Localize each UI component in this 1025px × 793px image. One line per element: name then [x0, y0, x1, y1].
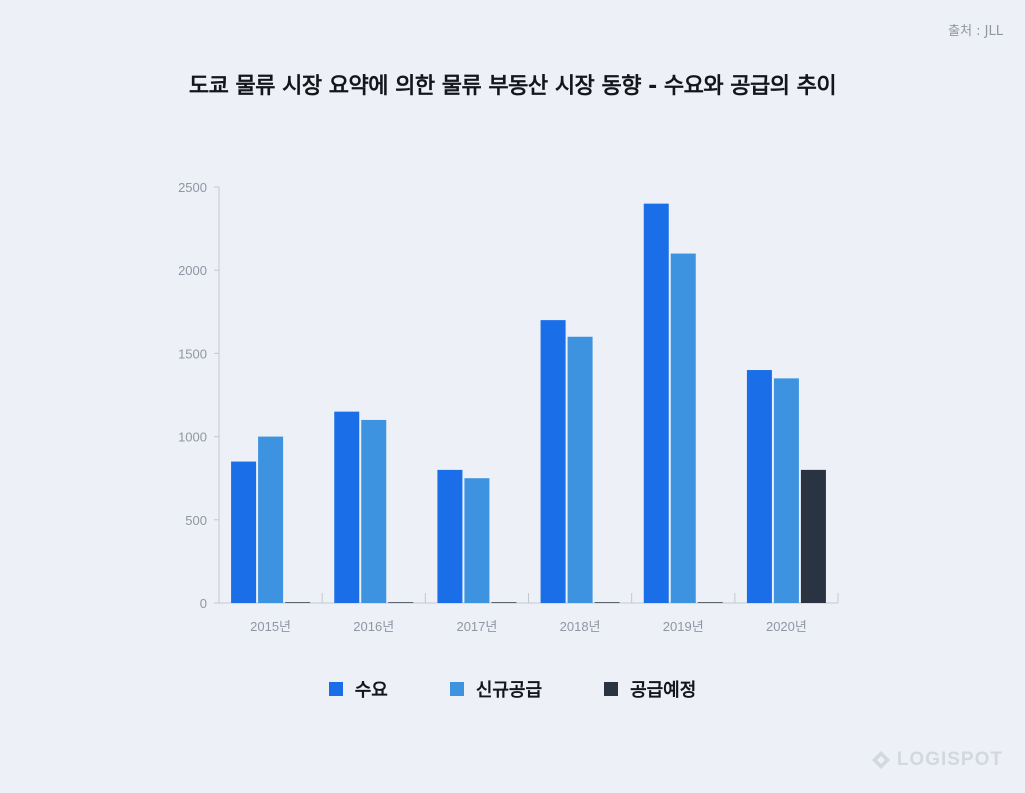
bar-planned-supply	[697, 602, 723, 603]
legend-item-demand: 수요	[328, 676, 388, 702]
bar-planned-supply	[285, 602, 311, 603]
bar-planned-supply	[800, 469, 826, 603]
bar-new-supply	[773, 378, 799, 603]
x-tick-label: 2020년	[766, 619, 807, 634]
legend-label-planned-supply: 공급예정	[630, 680, 697, 701]
bar-planned-supply	[388, 602, 414, 603]
y-tick-label: 2500	[178, 180, 207, 195]
y-tick-label: 2000	[178, 263, 207, 278]
logispot-logo: LOGISPOT	[871, 749, 1003, 771]
bar-demand	[746, 370, 772, 603]
bar-demand	[540, 320, 566, 603]
legend-swatch-demand	[328, 682, 343, 696]
y-tick-label: 500	[185, 513, 207, 528]
legend-swatch-planned-supply	[604, 682, 619, 696]
x-tick-label: 2016년	[353, 619, 394, 634]
y-tick-label: 0	[200, 596, 207, 611]
y-tick-label: 1000	[178, 430, 207, 445]
bar-planned-supply	[594, 602, 620, 603]
bar-demand	[643, 203, 669, 603]
source-label: 출처 : JLL	[948, 24, 1003, 39]
legend-swatch-new-supply	[449, 682, 464, 696]
x-tick-label: 2019년	[663, 619, 704, 634]
bar-new-supply	[258, 436, 284, 603]
bar-demand	[437, 469, 463, 603]
x-tick-label: 2018년	[560, 619, 601, 634]
bar-new-supply	[670, 253, 696, 603]
chart-legend: 수요 신규공급 공급예정	[0, 676, 1025, 702]
bar-demand	[334, 411, 360, 603]
legend-label-demand: 수요	[354, 680, 388, 701]
y-tick-label: 1500	[178, 346, 207, 361]
logo-diamond-icon	[871, 751, 890, 769]
bar-new-supply	[464, 478, 490, 603]
chart-title: 도쿄 물류 시장 요약에 의한 물류 부동산 시장 동향 - 수요와 공급의 추…	[188, 74, 837, 99]
bar-planned-supply	[491, 602, 517, 603]
bar-new-supply	[567, 336, 593, 603]
legend-item-new-supply: 신규공급	[449, 676, 543, 702]
x-tick-label: 2017년	[456, 619, 497, 634]
logo-text: LOGISPOT	[896, 749, 1003, 770]
bar-new-supply	[361, 419, 387, 603]
legend-label-new-supply: 신규공급	[475, 680, 543, 701]
legend-item-planned-supply: 공급예정	[604, 676, 696, 702]
bar-demand	[231, 461, 257, 603]
x-tick-label: 2015년	[250, 619, 291, 634]
